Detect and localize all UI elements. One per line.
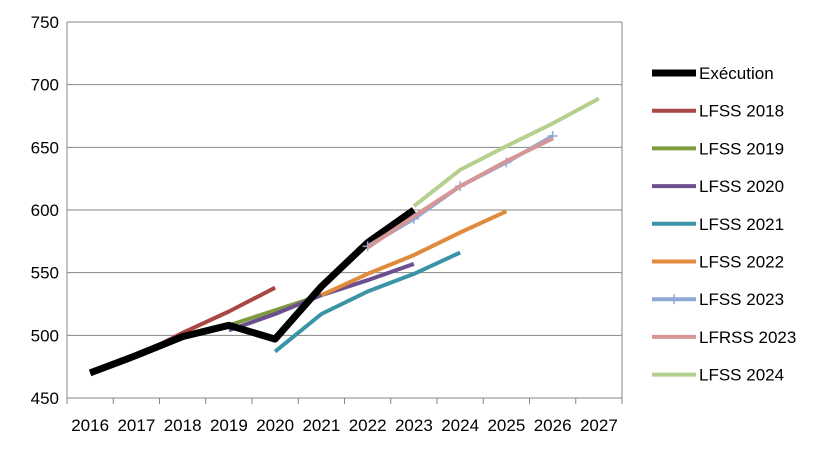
y-tick-label-550: 550 [31, 264, 59, 283]
legend-label-lfss-2024: LFSS 2024 [699, 366, 784, 385]
legend-label-lfss-2019: LFSS 2019 [699, 139, 784, 158]
x-tick-label-2026: 2026 [534, 416, 572, 435]
x-tick-label-2027: 2027 [580, 416, 618, 435]
x-tick-label-2024: 2024 [441, 416, 479, 435]
legend-label-lfrss-2023: LFRSS 2023 [699, 328, 796, 347]
x-tick-label-2021: 2021 [302, 416, 340, 435]
x-tick-label-2020: 2020 [256, 416, 294, 435]
legend-label-lfss-2021: LFSS 2021 [699, 215, 784, 234]
x-tick-label-2016: 2016 [71, 416, 109, 435]
legend-label-execution: Exécution [699, 64, 774, 83]
y-tick-label-650: 650 [31, 138, 59, 157]
legend-label-lfss-2022: LFSS 2022 [699, 253, 784, 272]
legend-label-lfss-2020: LFSS 2020 [699, 177, 784, 196]
x-tick-label-2025: 2025 [487, 416, 525, 435]
legend-label-lfss-2018: LFSS 2018 [699, 102, 784, 121]
series-line-execution [88, 207, 416, 377]
series-line-lfss-2022 [320, 209, 508, 298]
y-tick-label-450: 450 [31, 389, 59, 408]
x-tick-label-2018: 2018 [164, 416, 202, 435]
series-line-lfrss-2023 [366, 136, 554, 250]
series-line-lfss-2024 [412, 96, 600, 208]
x-tick-label-2017: 2017 [117, 416, 155, 435]
legend-label-lfss-2023: LFSS 2023 [699, 290, 784, 309]
y-tick-label-750: 750 [31, 13, 59, 32]
y-tick-label-600: 600 [31, 201, 59, 220]
series-line-lfss-2021 [273, 250, 461, 354]
x-tick-label-2023: 2023 [395, 416, 433, 435]
y-tick-label-500: 500 [31, 326, 59, 345]
y-tick-label-700: 700 [31, 76, 59, 95]
legend-marker-lfss-2023 [669, 294, 679, 305]
x-tick-label-2019: 2019 [210, 416, 248, 435]
x-tick-label-2022: 2022 [349, 416, 387, 435]
